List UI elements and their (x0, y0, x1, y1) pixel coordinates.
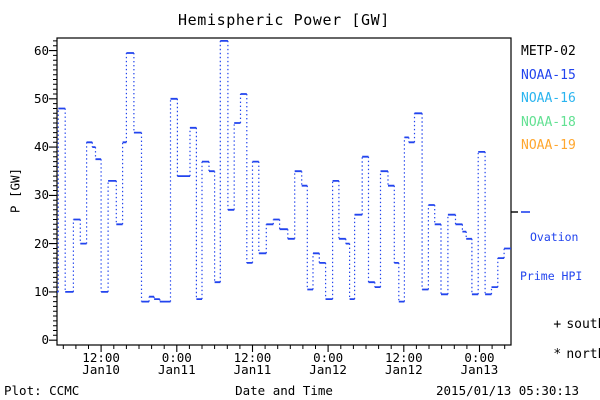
x-axis-title: Date and Time (235, 383, 333, 398)
minor-ticks (53, 40, 506, 349)
y-tick-label-40: 40 (33, 139, 49, 155)
ovation-label-line2: Prime HPI (520, 269, 583, 283)
x-tick-time: 12:00 (384, 350, 423, 365)
ovation-label-line1: Ovation (530, 230, 579, 244)
y-tick-label-0: 0 (41, 332, 49, 348)
legend-noaa-19: NOAA-19 (521, 138, 576, 153)
x-tick-label-jan10-1200: 12:00 Jan10 (69, 350, 133, 377)
x-tick-time: 12:00 (233, 350, 272, 365)
x-tick-time: 0:00 (313, 350, 344, 365)
x-tick-date: Jan12 (384, 362, 423, 377)
legend-ovation: Ovation Prime HPI (520, 205, 582, 309)
hpi-step-verticals (57, 40, 505, 302)
x-tick-time: 0:00 (161, 350, 192, 365)
plot-frame (56, 37, 512, 346)
asterisk-symbol: * (553, 347, 562, 362)
x-tick-label-jan12-000: 0:00 Jan12 (296, 350, 360, 377)
major-ticks (49, 50, 481, 352)
x-tick-label-jan13-000: 0:00 Jan13 (447, 350, 511, 377)
x-tick-label-jan11-000: 0:00 Jan11 (145, 350, 209, 377)
x-tick-date: Jan13 (460, 362, 499, 377)
x-tick-label-jan12-1200: 12:00 Jan12 (372, 350, 436, 377)
south-label: south (566, 317, 600, 332)
x-tick-date: Jan10 (82, 362, 120, 377)
chart-title: Hemispheric Power [GW] (178, 11, 390, 29)
x-tick-label-jan11-1200: 12:00 Jan11 (220, 350, 284, 377)
north-label: north (566, 347, 600, 362)
legend-noaa-16: NOAA-16 (521, 91, 576, 106)
footer-timestamp: 2015/01/13 05:30:13 (436, 383, 579, 398)
x-tick-date: Jan11 (233, 362, 272, 377)
legend-metp-02: METP-02 (521, 44, 576, 59)
y-tick-label-60: 60 (33, 42, 49, 58)
y-tick-label-30: 30 (33, 187, 49, 203)
hpi-step-caps (57, 40, 511, 303)
y-tick-label-50: 50 (33, 90, 49, 106)
y-tick-label-10: 10 (33, 283, 49, 299)
x-tick-date: Jan12 (309, 362, 347, 377)
legend-marker-south: + south (522, 302, 600, 347)
footer-plot-source: Plot: CCMC (4, 383, 80, 398)
y-tick-label-20: 20 (33, 235, 49, 251)
x-tick-date: Jan11 (157, 362, 196, 377)
legend-noaa-15: NOAA-15 (521, 67, 576, 83)
x-tick-time: 12:00 (82, 350, 120, 365)
legend-marker-north: * north (522, 332, 600, 377)
plus-symbol: + (553, 317, 562, 332)
legend-noaa-18: NOAA-18 (521, 114, 576, 130)
x-tick-time: 0:00 (464, 350, 495, 365)
